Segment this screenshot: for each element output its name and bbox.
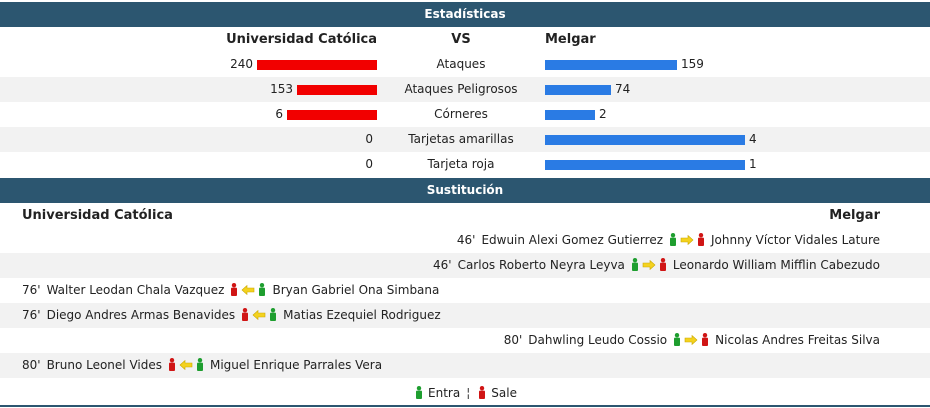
player-out-name: Bruno Leonel Vides (46, 358, 162, 372)
substitution-row: 80' Bruno Leonel Vides Miguel Enrique Parr… (0, 353, 930, 378)
stat-label: Córneres (434, 107, 488, 121)
home-stat-bar (257, 60, 377, 70)
substitution-entry: 80' Dahwling Leudo Cossio Nicolas Andres F… (504, 328, 880, 353)
player-in-icon (269, 305, 277, 321)
stats-home-team: Universidad Católica (226, 32, 377, 47)
away-stat-bar (545, 60, 677, 70)
player-out-name: Johnny Víctor Vidales Lature (711, 233, 880, 247)
home-stat-value: 0 (365, 132, 373, 146)
substitution-row: 46' Carlos Roberto Neyra Leyva Leonardo Wi… (0, 253, 930, 278)
away-stat-bar (545, 110, 595, 120)
player-out-icon (697, 230, 705, 246)
player-out-icon (168, 355, 176, 371)
substitution-minute: 80' (22, 358, 41, 372)
stat-label: Tarjetas amarillas (408, 132, 514, 146)
substitution-row: 46' Edwuin Alexi Gomez Gutierrez Johnny Ví… (0, 228, 930, 253)
home-stat-bar (297, 85, 377, 95)
arrow-right-icon (684, 329, 698, 346)
player-in-name: Dahwling Leudo Cossio (528, 333, 668, 347)
substitution-minute: 76' (22, 283, 41, 297)
player-out-icon (230, 280, 238, 296)
arrow-left-icon (241, 279, 255, 296)
away-stat-bar (545, 160, 745, 170)
substitution-row: 76' Diego Andres Armas Benavides Matias Ez… (0, 303, 930, 328)
arrow-left-icon (252, 304, 266, 321)
player-in-icon (415, 383, 423, 399)
player-out-name: Nicolas Andres Freitas Silva (715, 333, 880, 347)
substitution-legend: Entra ¦ Sale (0, 381, 930, 406)
stats-vs-label: VS (451, 32, 471, 47)
away-stat-value: 74 (615, 82, 631, 96)
bottom-border (0, 405, 930, 407)
arrow-left-icon (179, 354, 193, 371)
away-stat-value: 4 (749, 132, 757, 146)
player-in-icon (673, 330, 681, 346)
substitution-entry: 80' Bruno Leonel Vides Miguel Enrique Parr… (22, 353, 382, 378)
subs-home-team: Universidad Católica (22, 208, 173, 223)
subs-away-team: Melgar (829, 208, 880, 223)
substitution-header: Sustitución (0, 178, 930, 203)
player-out-icon (478, 383, 486, 399)
player-in-icon (669, 230, 677, 246)
substitution-entry: 76' Walter Leodan Chala Vazquez Bryan Gabr… (22, 278, 439, 303)
player-out-icon (659, 255, 667, 271)
home-stat-bar (287, 110, 377, 120)
substitution-entry: 46' Carlos Roberto Neyra Leyva Leonardo Wi… (433, 253, 880, 278)
player-out-name: Leonardo William Mifflin Cabezudo (672, 258, 880, 272)
stats-header: Estadísticas (0, 2, 930, 27)
away-stat-bar (545, 85, 611, 95)
player-in-name: Edwuin Alexi Gomez Gutierrez (481, 233, 664, 247)
player-out-name: Diego Andres Armas Benavides (46, 308, 236, 322)
legend-out-label: Sale (491, 386, 517, 400)
stat-row: 0 Tarjeta roja 1 (0, 152, 930, 177)
substitution-entry: 46' Edwuin Alexi Gomez Gutierrez Johnny Ví… (457, 228, 880, 253)
legend-in-label: Entra (428, 386, 461, 400)
stat-row: 6 Córneres 2 (0, 102, 930, 127)
away-stat-value: 159 (681, 57, 704, 71)
legend-separator: ¦ (466, 386, 471, 400)
player-out-icon (241, 305, 249, 321)
substitution-minute: 76' (22, 308, 41, 322)
stat-row: 240 Ataques 159 (0, 52, 930, 77)
substitution-minute: 46' (456, 233, 476, 247)
player-out-name: Walter Leodan Chala Vazquez (46, 283, 225, 297)
substitution-entry: 76' Diego Andres Armas Benavides Matias Ez… (22, 303, 441, 328)
stats-team-row: Universidad Católica VS Melgar (0, 27, 930, 52)
player-in-icon (631, 255, 639, 271)
substitution-row: 76' Walter Leodan Chala Vazquez Bryan Gabr… (0, 278, 930, 303)
player-in-name: Miguel Enrique Parrales Vera (209, 358, 383, 372)
player-in-name: Bryan Gabriel Ona Simbana (272, 283, 440, 297)
substitution-row: 80' Dahwling Leudo Cossio Nicolas Andres F… (0, 328, 930, 353)
stat-row: 0 Tarjetas amarillas 4 (0, 127, 930, 152)
stat-label: Tarjeta roja (427, 157, 495, 171)
home-stat-value: 153 (270, 82, 293, 96)
substitution-minute: 80' (503, 333, 523, 347)
away-stat-value: 1 (749, 157, 757, 171)
player-in-icon (258, 280, 266, 296)
arrow-right-icon (642, 254, 656, 271)
subs-team-row: Universidad Católica Melgar (0, 203, 930, 228)
home-stat-value: 6 (275, 107, 283, 121)
player-in-name: Carlos Roberto Neyra Leyva (457, 258, 625, 272)
substitution-minute: 46' (433, 258, 452, 272)
player-in-icon (196, 355, 204, 371)
home-stat-value: 0 (365, 157, 373, 171)
stat-label: Ataques (436, 57, 486, 71)
away-stat-bar (545, 135, 745, 145)
away-stat-value: 2 (599, 107, 607, 121)
stats-away-team: Melgar (545, 32, 596, 47)
player-in-name: Matias Ezequiel Rodriguez (283, 308, 441, 322)
player-out-icon (701, 330, 709, 346)
stat-row: 153 Ataques Peligrosos 74 (0, 77, 930, 102)
arrow-right-icon (680, 229, 694, 246)
stat-label: Ataques Peligrosos (404, 82, 518, 96)
home-stat-value: 240 (230, 57, 253, 71)
